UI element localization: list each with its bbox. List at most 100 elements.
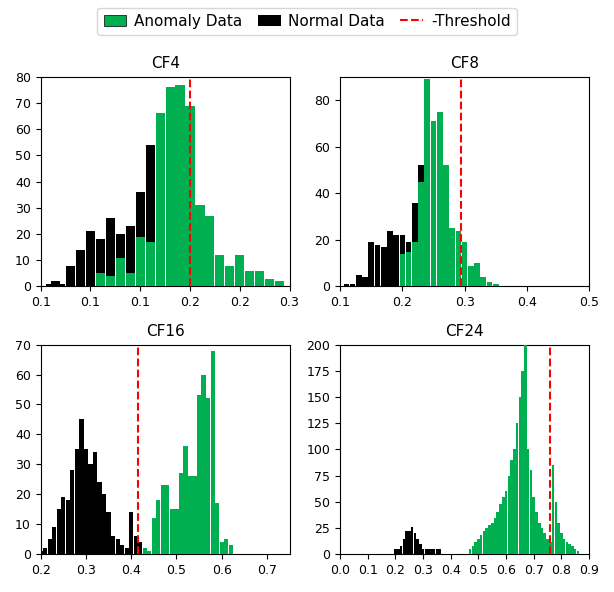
- Bar: [56, 509, 61, 554]
- Bar: [184, 446, 187, 554]
- Bar: [39, 551, 43, 554]
- Bar: [66, 266, 75, 287]
- Bar: [403, 539, 405, 554]
- Bar: [532, 497, 535, 554]
- Bar: [493, 284, 499, 287]
- Bar: [406, 252, 411, 287]
- Bar: [156, 500, 160, 554]
- Bar: [418, 165, 424, 287]
- Bar: [195, 258, 204, 287]
- Bar: [424, 79, 430, 287]
- Bar: [166, 87, 174, 287]
- Bar: [152, 519, 156, 554]
- Bar: [558, 523, 560, 554]
- Bar: [406, 242, 411, 287]
- Bar: [170, 509, 174, 554]
- Bar: [93, 452, 97, 554]
- Bar: [433, 549, 435, 554]
- Bar: [535, 512, 538, 554]
- Bar: [510, 460, 513, 554]
- Bar: [430, 121, 437, 287]
- Bar: [394, 549, 397, 554]
- Bar: [474, 263, 480, 287]
- Bar: [155, 121, 165, 287]
- Bar: [560, 533, 562, 554]
- Bar: [142, 548, 147, 554]
- Bar: [51, 281, 60, 287]
- Bar: [84, 449, 88, 554]
- Bar: [554, 502, 557, 554]
- Bar: [86, 231, 95, 287]
- Bar: [147, 551, 152, 554]
- Bar: [228, 545, 233, 554]
- Bar: [427, 549, 430, 554]
- Bar: [543, 533, 546, 554]
- Bar: [134, 536, 138, 554]
- Bar: [136, 192, 145, 287]
- Bar: [197, 395, 201, 554]
- Bar: [174, 509, 179, 554]
- Bar: [96, 239, 105, 287]
- Bar: [405, 531, 408, 554]
- Bar: [397, 549, 400, 554]
- Bar: [505, 491, 507, 554]
- Bar: [111, 536, 115, 554]
- Bar: [422, 549, 424, 554]
- Bar: [211, 350, 215, 554]
- Bar: [126, 274, 135, 287]
- Bar: [414, 533, 416, 554]
- Bar: [185, 105, 195, 287]
- Bar: [412, 202, 418, 287]
- Bar: [456, 230, 461, 287]
- Bar: [443, 226, 449, 287]
- Bar: [480, 535, 483, 554]
- Bar: [224, 539, 228, 554]
- Bar: [155, 114, 165, 287]
- Bar: [96, 274, 105, 287]
- Bar: [456, 268, 461, 287]
- Bar: [430, 182, 437, 287]
- Bar: [436, 549, 438, 554]
- Bar: [475, 542, 477, 554]
- Bar: [188, 477, 192, 554]
- Bar: [412, 242, 418, 287]
- Bar: [126, 226, 135, 287]
- Bar: [205, 215, 214, 287]
- Bar: [577, 551, 579, 554]
- Bar: [166, 195, 174, 287]
- Bar: [106, 276, 115, 287]
- Bar: [437, 224, 443, 287]
- Bar: [106, 218, 115, 287]
- Bar: [569, 544, 571, 554]
- Bar: [216, 255, 225, 287]
- Bar: [176, 197, 185, 287]
- Bar: [477, 539, 480, 554]
- Bar: [524, 345, 527, 554]
- Bar: [491, 523, 494, 554]
- Bar: [129, 512, 133, 554]
- Bar: [265, 279, 274, 287]
- Bar: [138, 542, 142, 554]
- Bar: [419, 544, 422, 554]
- Bar: [275, 281, 284, 287]
- Bar: [437, 112, 443, 287]
- Bar: [136, 237, 145, 287]
- Bar: [61, 497, 66, 554]
- Bar: [494, 517, 496, 554]
- Bar: [521, 371, 524, 554]
- Bar: [116, 258, 125, 287]
- Bar: [245, 271, 254, 287]
- Title: CF24: CF24: [445, 324, 484, 339]
- Bar: [362, 277, 368, 287]
- Bar: [425, 549, 427, 554]
- Bar: [106, 512, 111, 554]
- Bar: [538, 523, 540, 554]
- Bar: [472, 546, 474, 554]
- Bar: [411, 527, 413, 554]
- Bar: [201, 375, 206, 554]
- Bar: [192, 477, 196, 554]
- Title: CF8: CF8: [450, 56, 479, 72]
- Bar: [394, 235, 399, 287]
- Bar: [387, 230, 393, 287]
- Bar: [52, 527, 56, 554]
